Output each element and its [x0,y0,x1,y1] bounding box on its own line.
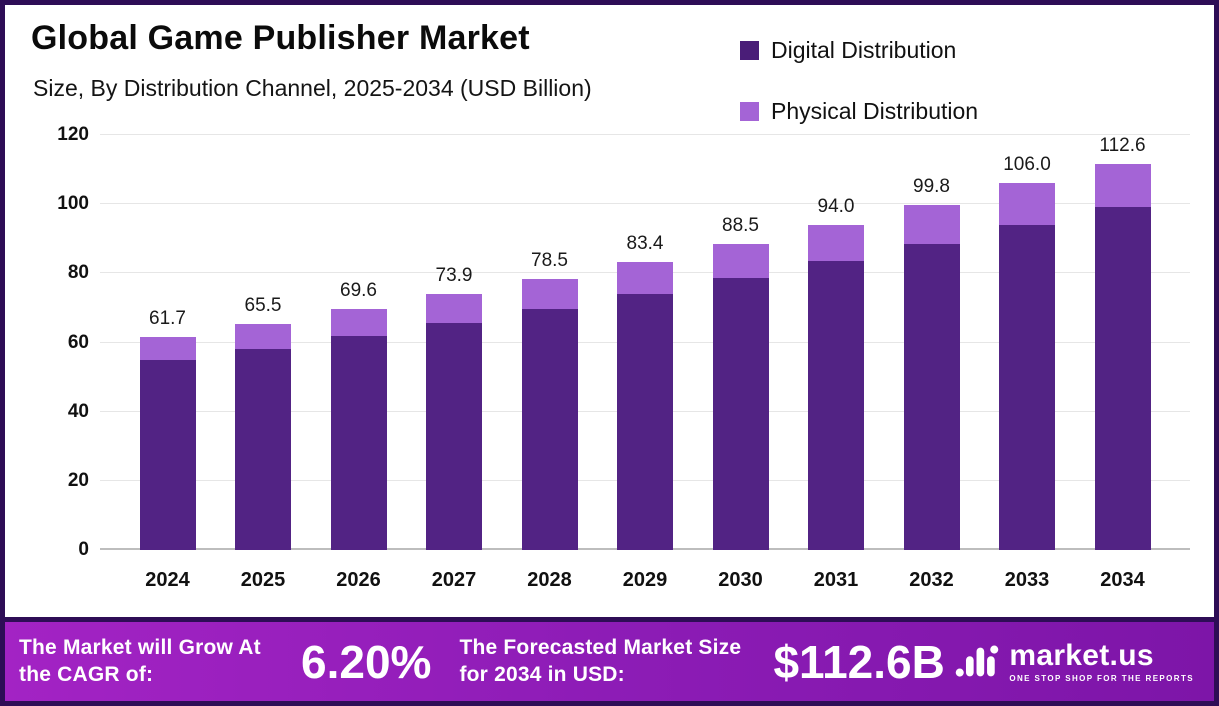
bar-group-2027: 73.9 2027 [426,135,482,591]
digital-distribution-segment[interactable] [235,348,291,550]
x-axis-label: 2027 [431,569,477,591]
chart-subtitle: Size, By Distribution Channel, 2025-2034… [33,75,592,101]
y-axis-label: 60 [67,331,89,353]
bar-value-label: 69.6 [340,280,377,302]
chart-section: Global Game Publisher Market Size, By Di… [5,5,1214,617]
bar-group-2034: 112.6 2034 [1094,135,1151,591]
bar-value-label: 112.6 [1099,135,1146,156]
digital-distribution-segment[interactable] [330,336,387,550]
digital-distribution-segment[interactable] [1094,207,1151,550]
bar-group-2029: 83.4 2029 [617,135,673,591]
brand-tagline: ONE STOP SHOP FOR THE REPORTS [1009,673,1194,683]
digital-distribution-segment[interactable] [808,261,864,550]
legend-label-physical: Physical Distribution [771,98,979,124]
physical-distribution-segment[interactable] [330,309,387,337]
bar-value-label: 94.0 [817,195,855,217]
legend-item-physical[interactable]: Physical Distribution [740,98,978,125]
x-axis-label: 2032 [909,569,954,591]
footer-banner: The Market will Grow At the CAGR of: 6.2… [5,617,1214,701]
y-axis-label: 20 [67,469,89,491]
bar-value-label: 106.0 [1003,154,1051,176]
gridline [100,203,1190,205]
physical-distribution-segment[interactable] [808,224,864,262]
physical-distribution-segment[interactable] [426,294,482,324]
bar-value-label: 65.5 [244,294,282,316]
x-axis-label: 2026 [336,569,381,591]
physical-distribution-segment[interactable] [1094,164,1151,208]
plot-area: 0 20 40 60 80 100 120 61.7 2024 65.5 2025 69.6 2026 7… [57,124,1190,591]
brand-name: market.us [1009,638,1154,672]
digital-distribution-segment[interactable] [999,224,1055,550]
forecast-value: $112.6B [773,635,945,688]
digital-distribution-segment[interactable] [712,278,769,550]
physical-distribution-segment[interactable] [521,278,578,309]
digital-distribution-segment[interactable] [139,359,196,550]
bar-group-2026: 69.6 2026 [330,135,387,591]
legend-item-digital[interactable]: Digital Distribution [740,37,978,64]
bar-group-2032: 99.8 2032 [903,135,960,591]
bar-value-label: 78.5 [531,249,568,271]
cagr-value: 6.20% [301,635,432,688]
x-axis-label: 2031 [813,569,859,591]
bar-value-label: 61.7 [149,307,186,329]
bar-group-2025: 65.5 2025 [235,135,291,591]
y-axis-label: 40 [67,400,89,422]
x-axis-label: 2028 [527,569,572,591]
bar-value-label: 99.8 [913,175,950,197]
digital-distribution-segment[interactable] [903,243,960,550]
bar-value-label: 83.4 [626,232,664,254]
bar-group-2024: 61.7 2024 [139,135,196,591]
legend-label-digital: Digital Distribution [771,37,957,63]
physical-swatch-icon [740,102,759,121]
x-axis-label: 2033 [1004,569,1050,591]
y-axis-label: 100 [57,193,89,215]
x-axis-label: 2025 [240,569,286,591]
y-axis-label: 0 [78,539,89,560]
digital-distribution-segment[interactable] [521,308,578,550]
physical-distribution-segment[interactable] [139,336,196,360]
cagr-label: The Market will Grow At the CAGR of: [19,636,261,686]
physical-distribution-segment[interactable] [903,204,960,244]
bar-group-2030: 88.5 2030 [712,135,769,591]
gridline [100,134,1190,135]
physical-distribution-segment[interactable] [617,261,673,295]
marketus-wave-icon [956,645,999,677]
y-axis-label: 120 [57,124,89,145]
bar-value-label: 88.5 [722,214,759,236]
x-axis-label: 2030 [718,569,763,591]
physical-distribution-segment[interactable] [235,323,291,349]
digital-swatch-icon [740,41,759,60]
bar-value-label: 73.9 [435,265,473,287]
brand-logo[interactable]: market.us ONE STOP SHOP FOR THE REPORTS [954,639,1200,685]
brand-text: market.us ONE STOP SHOP FOR THE REPORTS [1009,638,1194,683]
physical-distribution-segment[interactable] [712,243,769,279]
bar-group-2031: 94.0 2031 [808,135,864,591]
x-axis-label: 2034 [1100,569,1145,591]
physical-distribution-segment[interactable] [999,183,1055,225]
x-axis-label: 2029 [622,569,668,591]
bars-container: 61.7 2024 65.5 2025 69.6 2026 73.9 2027 78.5 2028… [100,135,1190,591]
chart-legend: Digital Distribution Physical Distributi… [740,37,978,125]
bar-group-2028: 78.5 2028 [521,135,578,591]
x-axis-label: 2024 [145,569,190,591]
digital-distribution-segment[interactable] [617,294,673,550]
chart-title: Global Game Publisher Market [31,19,530,57]
bar-group-2033: 106.0 2033 [999,135,1055,591]
digital-distribution-segment[interactable] [426,323,482,550]
y-axis-label: 80 [67,262,89,284]
forecast-label: The Forecasted Market Size for 2034 in U… [459,636,742,686]
